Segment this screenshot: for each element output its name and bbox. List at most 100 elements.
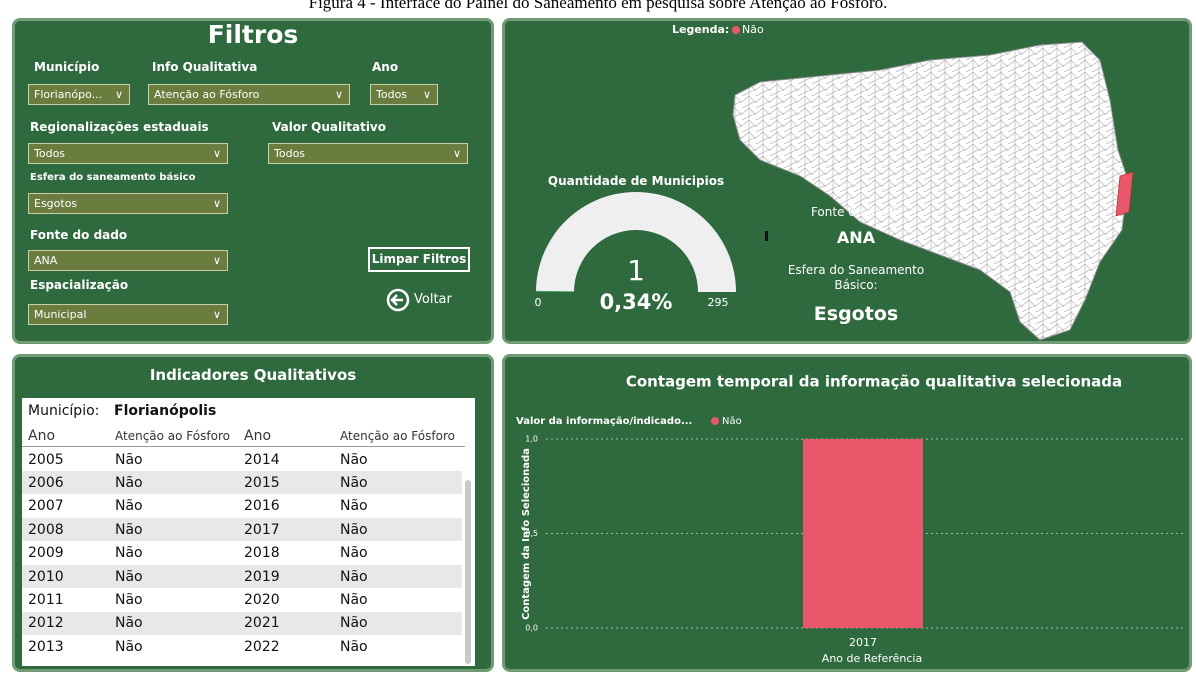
y-axis-label: Contagem da Info Selecionada bbox=[521, 448, 532, 620]
filter-label: Valor Qualitativo bbox=[272, 120, 386, 134]
table-cell: 2019 bbox=[244, 568, 280, 585]
dropdown[interactable]: Todos bbox=[370, 84, 438, 105]
table-row bbox=[22, 565, 462, 588]
y-tick-label: 1,0 bbox=[525, 435, 538, 444]
table-row bbox=[22, 518, 462, 542]
gauge-value-label: 1 bbox=[627, 254, 645, 287]
table-cell: 2014 bbox=[244, 451, 280, 468]
gauge-max: 295 bbox=[708, 296, 729, 309]
filter-label: Ano bbox=[372, 60, 399, 74]
table-row bbox=[22, 541, 462, 565]
gauge-track bbox=[536, 192, 736, 292]
sphere-label: Esfera do Saneamento Básico: bbox=[787, 263, 925, 292]
table-cell: Não bbox=[115, 545, 143, 562]
table-cell: Não bbox=[115, 474, 143, 491]
table-cell: 2017 bbox=[244, 521, 280, 538]
table-cell: Não bbox=[340, 615, 368, 632]
legend-item: Não bbox=[722, 416, 742, 427]
table-cell: 2007 bbox=[28, 498, 64, 515]
table-cell: 2011 bbox=[28, 591, 64, 608]
dropdown[interactable]: ANA bbox=[28, 250, 228, 271]
dropdown[interactable]: Municipal bbox=[28, 304, 228, 325]
filter-label: Município bbox=[34, 60, 100, 74]
column-header: Atenção ao Fósforo bbox=[115, 429, 230, 443]
chart-title: Contagem temporal da informação qualitat… bbox=[626, 373, 1122, 391]
dropdown[interactable]: Florianópo... bbox=[28, 84, 130, 105]
municipality-borders bbox=[733, 42, 1128, 340]
x-tick-label: 2017 bbox=[849, 636, 877, 649]
table-title: Indicadores Qualitativos bbox=[149, 366, 357, 384]
table-cell: 2020 bbox=[244, 591, 280, 608]
table-row bbox=[22, 588, 462, 612]
scrollbar[interactable] bbox=[465, 480, 471, 664]
gauge-value bbox=[536, 290, 575, 292]
legend-dot bbox=[711, 417, 719, 425]
table-cell: Não bbox=[340, 591, 368, 608]
back-icon[interactable] bbox=[386, 288, 410, 312]
table-cell: 2022 bbox=[244, 638, 280, 655]
legend-label: Legenda: bbox=[672, 23, 730, 36]
gauge-min: 0 bbox=[535, 296, 542, 309]
table-row bbox=[22, 471, 462, 495]
clear-filters-button[interactable]: Limpar Filtros bbox=[368, 247, 470, 272]
table-row bbox=[22, 611, 462, 635]
dropdown[interactable]: Todos bbox=[28, 143, 228, 164]
table-header-line bbox=[22, 446, 465, 447]
table-cell: 2010 bbox=[28, 568, 64, 585]
table-cell: Não bbox=[115, 498, 143, 515]
filter-label: Espacialização bbox=[30, 278, 129, 292]
source: ANA bbox=[836, 228, 876, 247]
municipality: Florianópolis bbox=[114, 403, 217, 419]
table-cell: Não bbox=[340, 451, 368, 468]
table-cell: Não bbox=[340, 545, 368, 562]
table-cell: 2013 bbox=[28, 638, 64, 655]
x-axis-label: Ano de Referência bbox=[822, 652, 922, 665]
table-cell: Não bbox=[340, 498, 368, 515]
filters-title: Filtros bbox=[207, 20, 299, 49]
table-cell: 2009 bbox=[28, 545, 64, 562]
column-header: Atenção ao Fósforo bbox=[340, 429, 455, 443]
gauge-percent: 0,34% bbox=[600, 290, 673, 314]
table-cell: Não bbox=[340, 474, 368, 491]
legend-title: Valor da informação/indicado... bbox=[516, 416, 692, 427]
table-cell: 2005 bbox=[28, 451, 64, 468]
filter-label: Regionalizações estaduais bbox=[30, 120, 209, 134]
table-cell: 2008 bbox=[28, 521, 64, 538]
table-cell: 2018 bbox=[244, 545, 280, 562]
gauge-title: Quantidade de Municipios bbox=[547, 174, 725, 188]
filter-label: Fonte do dado bbox=[30, 228, 128, 242]
dropdown[interactable]: Todos bbox=[268, 143, 468, 164]
table-cell: Não bbox=[115, 568, 143, 585]
table-cell: 2021 bbox=[244, 615, 280, 632]
sphere: Esgotos bbox=[813, 303, 899, 325]
table-cell: Não bbox=[340, 521, 368, 538]
table-row bbox=[22, 635, 462, 659]
table-row bbox=[22, 494, 462, 518]
table-cell: Não bbox=[115, 615, 143, 632]
marker bbox=[765, 231, 768, 241]
selected-municipality[interactable] bbox=[1115, 171, 1134, 217]
table-cell: Não bbox=[340, 568, 368, 585]
table-cell: Não bbox=[115, 591, 143, 608]
legend-item: Não bbox=[742, 23, 764, 36]
table-cell: Não bbox=[115, 451, 143, 468]
table-cell: 2012 bbox=[28, 615, 64, 632]
municipality-label: Município: bbox=[28, 403, 100, 419]
data-table: Município: Florianópolis Ano Atenção ao F… bbox=[22, 398, 475, 666]
dropdown[interactable]: Atenção ao Fósforo bbox=[148, 84, 350, 105]
y-tick-label: 0,5 bbox=[525, 529, 538, 538]
column-header: Ano bbox=[244, 428, 272, 444]
filters-panel bbox=[12, 18, 494, 344]
filter-label: Info Qualitativa bbox=[152, 60, 258, 74]
table-row bbox=[22, 448, 462, 471]
back-button[interactable]: Voltar bbox=[414, 292, 452, 307]
table-cell: 2015 bbox=[244, 474, 280, 491]
column-header: Ano bbox=[28, 428, 56, 444]
legend-dot bbox=[732, 26, 740, 34]
table-cell: 2016 bbox=[244, 498, 280, 515]
dropdown[interactable]: Esgotos bbox=[28, 193, 228, 214]
y-tick-label: 0,0 bbox=[525, 624, 538, 633]
